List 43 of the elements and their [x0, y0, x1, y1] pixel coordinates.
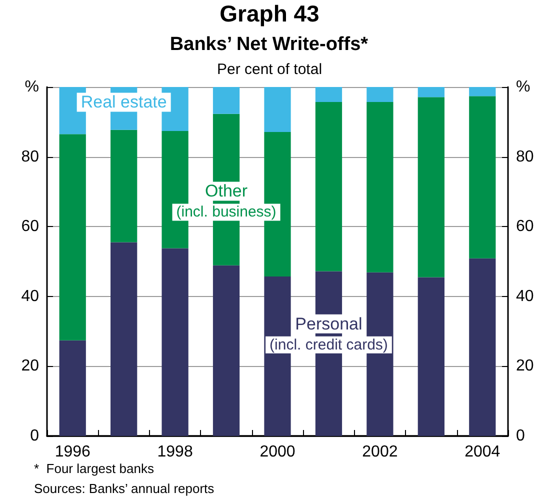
y2-tick-label: % [516, 78, 530, 96]
bar [212, 87, 240, 114]
bar [212, 265, 240, 436]
y-tick-label: 20 [21, 358, 40, 375]
x-tick-label: 2002 [362, 444, 398, 460]
text: * Four largest banks [34, 461, 154, 476]
y2-tick-label: 80 [516, 148, 534, 166]
bar [110, 130, 138, 242]
chart-subtitle: Banks’ Net Write-offs* [170, 34, 369, 55]
bar [469, 96, 496, 258]
series-label: Other (incl. business) [176, 182, 276, 221]
bar [162, 248, 188, 436]
bar [264, 87, 291, 132]
source-note: Sources: Banks’ annual reports [34, 481, 215, 496]
bar [315, 102, 342, 272]
y-tick-label: 60 [21, 218, 40, 236]
y2-tick-label: 20 [516, 358, 534, 375]
bar [110, 242, 138, 436]
y-tick-label: 80 [21, 148, 40, 166]
y2-tick-label: 60 [516, 218, 534, 236]
y2-tick-label: 0 [516, 428, 525, 444]
bar [366, 102, 394, 272]
x-tick-label: 1998 [157, 444, 193, 460]
y-tick-label: 40 [21, 288, 40, 305]
bar [469, 258, 496, 436]
bar [469, 87, 496, 96]
series-label: Personal (incl. credit cards) [270, 314, 388, 354]
y2-tick-label: 40 [516, 288, 534, 305]
y-tick-label: 0 [30, 428, 40, 444]
y-axis-title: Per cent of total [216, 61, 322, 78]
x-tick-label: 1996 [54, 444, 91, 460]
y-tick-label: % [24, 78, 39, 96]
series-label: Real estate [80, 92, 167, 112]
bar [59, 134, 86, 340]
bar [315, 87, 342, 102]
bar [59, 340, 86, 436]
x-tick-label: 2000 [260, 444, 296, 460]
bar [418, 277, 444, 436]
bar [366, 87, 394, 102]
x-tick-label: 2004 [464, 444, 500, 460]
chart-title: Graph 43 [220, 0, 320, 26]
bar [418, 97, 444, 278]
bar [418, 87, 444, 98]
